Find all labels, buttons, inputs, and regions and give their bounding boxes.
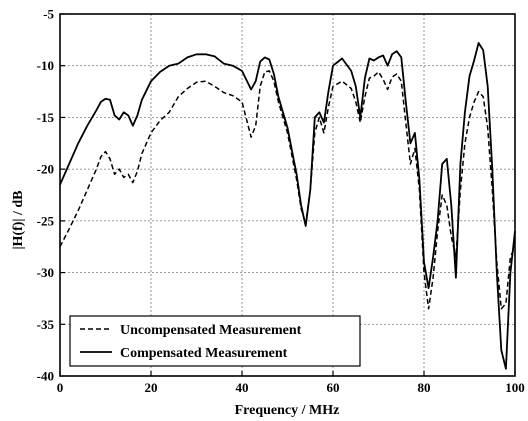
y-tick-label: -20 — [37, 162, 54, 177]
tick-labels: 0 20 40 60 80 100 -5 -10 -15 -20 -25 -30 -35 -40 — [37, 7, 525, 396]
y-tick-label: -5 — [43, 7, 54, 22]
legend-label-compensated: Compensated Measurement — [120, 346, 288, 361]
x-tick-label: 60 — [327, 380, 340, 395]
y-tick-label: -15 — [37, 110, 55, 125]
plot-frame — [59, 13, 516, 377]
x-tick-label: 100 — [505, 380, 525, 395]
legend-label-uncompensated: Uncompensated Measurement — [120, 323, 302, 338]
y-tick-label: -25 — [37, 213, 55, 228]
legend: Uncompensated Measurement Compensated Me… — [69, 315, 361, 367]
x-axis-label: Frequency / MHz — [235, 403, 340, 418]
y-tick-label: -35 — [37, 317, 55, 332]
series-line-uncompensated — [59, 70, 516, 310]
legend-box — [69, 315, 361, 367]
series-line-compensated — [59, 42, 516, 370]
series-layer — [59, 42, 516, 370]
x-tick-label: 20 — [145, 380, 158, 395]
x-tick-label: 80 — [418, 380, 431, 395]
y-axis-label: |H(f)| / dB — [11, 190, 26, 249]
y-tick-label: -40 — [37, 369, 54, 384]
x-tick-label: 0 — [57, 380, 64, 395]
y-tick-label: -10 — [37, 58, 54, 73]
x-tick-label: 40 — [236, 380, 249, 395]
y-tick-label: -30 — [37, 265, 54, 280]
